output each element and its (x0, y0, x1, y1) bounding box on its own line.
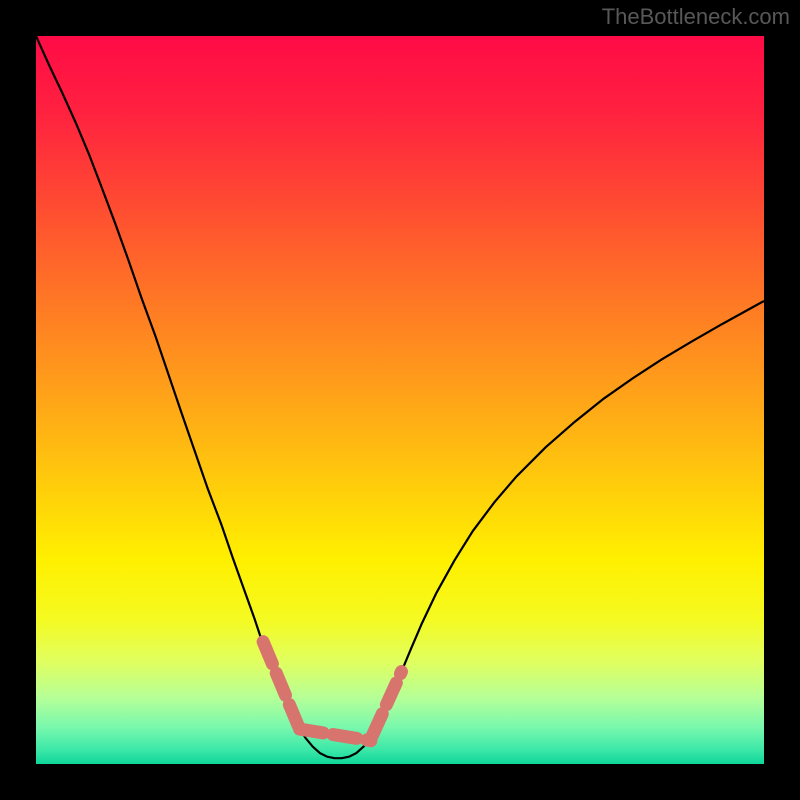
plot-background (36, 36, 764, 764)
bottleneck-chart (0, 0, 800, 800)
watermark-text: TheBottleneck.com (602, 4, 790, 30)
figure-root: TheBottleneck.com (0, 0, 800, 800)
